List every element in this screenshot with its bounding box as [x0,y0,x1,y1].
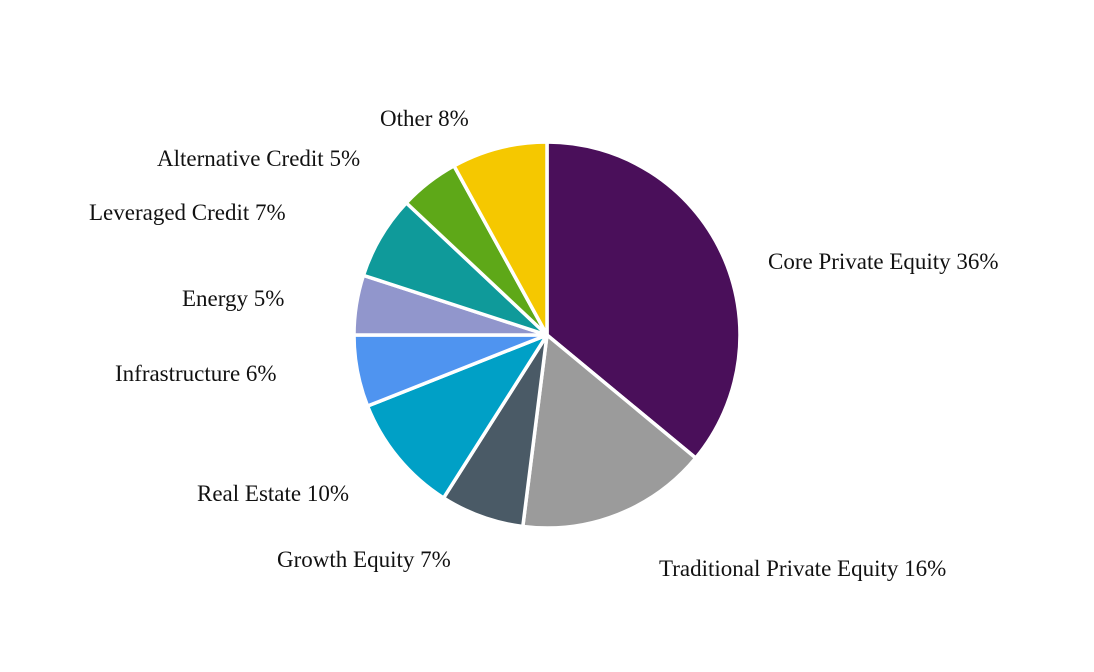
label-energy: Energy 5% [182,286,284,311]
pie-slices [352,140,742,530]
label-alternative-credit: Alternative Credit 5% [157,146,360,171]
label-core-private-equity: Core Private Equity 36% [768,249,999,274]
label-traditional-private-equity: Traditional Private Equity 16% [659,556,946,581]
label-other: Other 8% [380,106,469,131]
label-growth-equity: Growth Equity 7% [277,547,451,572]
slice-other [452,140,549,337]
label-real-estate: Real Estate 10% [197,481,349,506]
slice-labels: Core Private Equity 36% Traditional Priv… [89,106,999,581]
slice-core-private-equity [545,140,742,460]
label-leveraged-credit: Leveraged Credit 7% [89,200,286,225]
label-infrastructure: Infrastructure 6% [115,361,277,386]
slice-traditional-private-equity [521,333,698,530]
slice-real-estate [365,333,549,500]
